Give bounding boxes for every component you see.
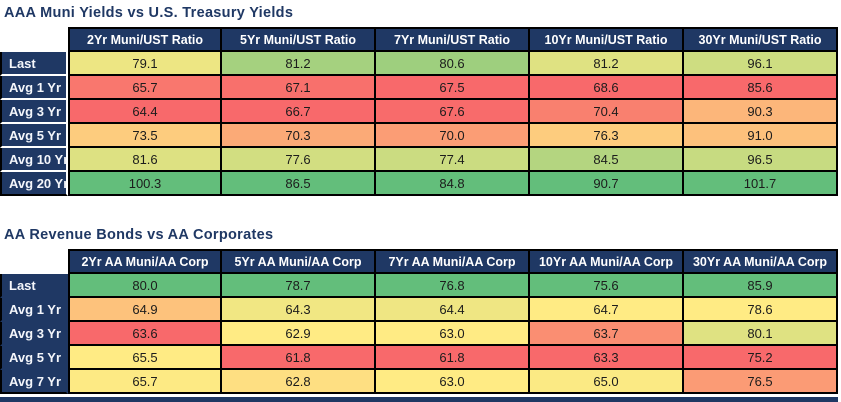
ratio-cell: 85.6 [684, 76, 838, 100]
ratio-cell: 96.1 [684, 52, 838, 76]
row-label: Avg 5 Yr [0, 124, 68, 148]
ratio-cell: 67.5 [376, 76, 530, 100]
ratio-cell: 61.8 [376, 346, 530, 370]
ratio-cell: 78.6 [684, 298, 838, 322]
table-row: Avg 3 Yr 64.4 66.7 67.6 70.4 90.3 [0, 100, 838, 124]
column-header: 10Yr AA Muni/AA Corp [530, 249, 684, 274]
ratio-cell: 63.0 [376, 370, 530, 394]
corner-cell [0, 27, 68, 52]
ratio-cell: 65.0 [530, 370, 684, 394]
table-2-title: AA Revenue Bonds vs AA Corporates [4, 227, 274, 243]
table-row: Avg 10 Yr 81.6 77.6 77.4 84.5 96.5 [0, 148, 838, 172]
corner-cell [0, 249, 68, 274]
table-row: Avg 1 Yr 64.9 64.3 64.4 64.7 78.6 [0, 298, 838, 322]
ratio-cell: 81.2 [222, 52, 376, 76]
header-row: 2Yr AA Muni/AA Corp 5Yr AA Muni/AA Corp … [0, 249, 838, 274]
header-row: 2Yr Muni/UST Ratio 5Yr Muni/UST Ratio 7Y… [0, 27, 838, 52]
ratio-cell: 96.5 [684, 148, 838, 172]
column-header: 5Yr AA Muni/AA Corp [222, 249, 376, 274]
table-row: Avg 20 Yr 100.3 86.5 84.8 90.7 101.7 [0, 172, 838, 196]
ratio-cell: 67.1 [222, 76, 376, 100]
table-1-title: AAA Muni Yields vs U.S. Treasury Yields [4, 5, 294, 21]
ratio-cell: 64.7 [530, 298, 684, 322]
row-label: Avg 1 Yr [0, 76, 68, 100]
ratio-cell: 90.7 [530, 172, 684, 196]
ratio-cell: 75.2 [684, 346, 838, 370]
ratio-cell: 90.3 [684, 100, 838, 124]
ratio-cell: 81.2 [530, 52, 684, 76]
ratio-cell: 76.8 [376, 274, 530, 298]
column-header: 2Yr AA Muni/AA Corp [68, 249, 222, 274]
row-label: Last [0, 52, 68, 76]
column-header: 30Yr Muni/UST Ratio [684, 27, 838, 52]
ratio-cell: 64.4 [376, 298, 530, 322]
ratio-cell: 77.4 [376, 148, 530, 172]
ratio-cell: 84.5 [530, 148, 684, 172]
ratio-cell: 67.6 [376, 100, 530, 124]
row-label: Avg 5 Yr [0, 346, 68, 370]
ratio-cell: 84.8 [376, 172, 530, 196]
ratio-cell: 85.9 [684, 274, 838, 298]
table-row: Avg 1 Yr 65.7 67.1 67.5 68.6 85.6 [0, 76, 838, 100]
row-label: Last [0, 274, 68, 298]
column-header: 30Yr AA Muni/AA Corp [684, 249, 838, 274]
table-row: Avg 7 Yr 65.7 62.8 63.0 65.0 76.5 [0, 370, 838, 394]
ratio-cell: 77.6 [222, 148, 376, 172]
ratio-cell: 65.7 [68, 76, 222, 100]
column-header: 10Yr Muni/UST Ratio [530, 27, 684, 52]
table-row: Avg 5 Yr 73.5 70.3 70.0 76.3 91.0 [0, 124, 838, 148]
ratio-cell: 62.8 [222, 370, 376, 394]
column-header: 2Yr Muni/UST Ratio [68, 27, 222, 52]
ratio-cell: 80.1 [684, 322, 838, 346]
row-label: Avg 1 Yr [0, 298, 68, 322]
ratio-cell: 100.3 [68, 172, 222, 196]
ratio-cell: 61.8 [222, 346, 376, 370]
ratio-cell: 75.6 [530, 274, 684, 298]
ratio-cell: 68.6 [530, 76, 684, 100]
ratio-cell: 62.9 [222, 322, 376, 346]
ratio-cell: 64.4 [68, 100, 222, 124]
ratio-cell: 91.0 [684, 124, 838, 148]
aa-muni-vs-corp-table: 2Yr AA Muni/AA Corp 5Yr AA Muni/AA Corp … [0, 249, 838, 394]
ratio-cell: 81.6 [68, 148, 222, 172]
ratio-cell: 78.7 [222, 274, 376, 298]
table-row: Avg 3 Yr 63.6 62.9 63.0 63.7 80.1 [0, 322, 838, 346]
ratio-cell: 86.5 [222, 172, 376, 196]
ratio-cell: 63.6 [68, 322, 222, 346]
ratio-cell: 63.3 [530, 346, 684, 370]
aaa-muni-vs-ust-table: 2Yr Muni/UST Ratio 5Yr Muni/UST Ratio 7Y… [0, 27, 838, 196]
bottom-accent-bar [0, 397, 838, 402]
column-header: 7Yr Muni/UST Ratio [376, 27, 530, 52]
ratio-cell: 80.6 [376, 52, 530, 76]
table-row: Avg 5 Yr 65.5 61.8 61.8 63.3 75.2 [0, 346, 838, 370]
ratio-cell: 80.0 [68, 274, 222, 298]
ratio-cell: 64.3 [222, 298, 376, 322]
column-header: 5Yr Muni/UST Ratio [222, 27, 376, 52]
ratio-cell: 63.7 [530, 322, 684, 346]
ratio-cell: 79.1 [68, 52, 222, 76]
row-label: Avg 3 Yr [0, 100, 68, 124]
ratio-cell: 76.3 [530, 124, 684, 148]
ratio-cell: 65.7 [68, 370, 222, 394]
ratio-cell: 101.7 [684, 172, 838, 196]
table-row: Last 79.1 81.2 80.6 81.2 96.1 [0, 52, 838, 76]
ratio-cell: 70.4 [530, 100, 684, 124]
row-label: Avg 20 Yr [0, 172, 68, 196]
table-row: Last 80.0 78.7 76.8 75.6 85.9 [0, 274, 838, 298]
column-header: 7Yr AA Muni/AA Corp [376, 249, 530, 274]
ratio-cell: 70.3 [222, 124, 376, 148]
ratio-cell: 76.5 [684, 370, 838, 394]
ratio-cell: 73.5 [68, 124, 222, 148]
ratio-cell: 63.0 [376, 322, 530, 346]
ratio-cell: 64.9 [68, 298, 222, 322]
row-label: Avg 7 Yr [0, 370, 68, 394]
row-label: Avg 3 Yr [0, 322, 68, 346]
row-label: Avg 10 Yr [0, 148, 68, 172]
ratio-cell: 70.0 [376, 124, 530, 148]
ratio-cell: 65.5 [68, 346, 222, 370]
ratio-cell: 66.7 [222, 100, 376, 124]
